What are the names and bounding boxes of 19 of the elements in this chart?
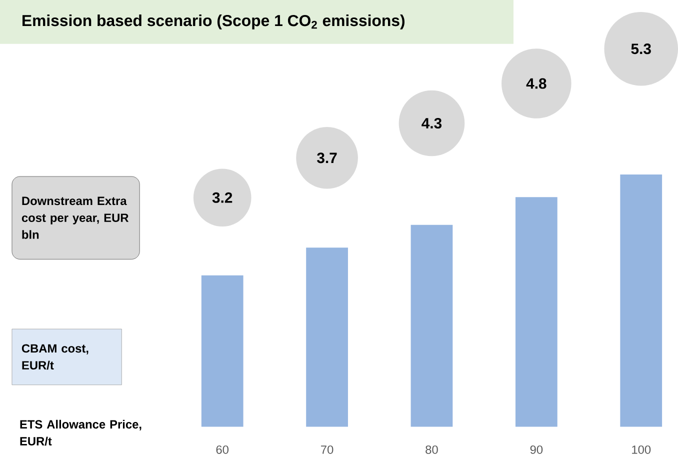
chart-title: Emission based scenario (Scope 1 CO$_{2}$ emissions): [22, 14, 404, 30]
bar: [306, 248, 348, 427]
bar: [620, 174, 662, 427]
x-tick-label: 70: [321, 445, 334, 454]
annotation: 3.2: [212, 192, 232, 203]
text: CBAM cost, EUR/t: [22, 344, 88, 370]
x-tick-label: 100: [632, 445, 651, 454]
text: ETS Allowance Price, EUR/t: [20, 420, 142, 446]
bar: [515, 197, 558, 427]
text: Downstream Extra cost per year, EUR bln: [22, 196, 129, 239]
text: 4.3: [422, 118, 442, 128]
x-tick-label: 90: [530, 445, 543, 454]
x-tick-label: 80: [426, 445, 438, 454]
text: 5.3: [631, 43, 651, 54]
text: 3.7: [317, 152, 337, 164]
text: 4.8: [526, 78, 546, 89]
bar: [201, 275, 244, 427]
bar: [410, 224, 453, 427]
x-tick-label: 60: [216, 445, 229, 454]
